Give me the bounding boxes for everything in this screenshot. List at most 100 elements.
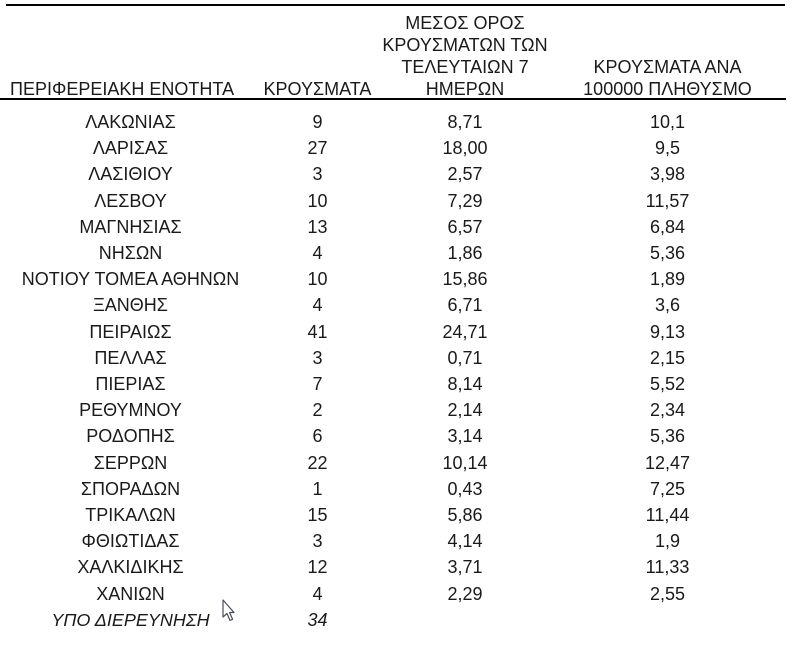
cell-avg-7day: 6,57: [447, 216, 483, 237]
cell-region: ΞΑΝΘΗΣ: [93, 295, 168, 316]
cell-avg-7day: 10,14: [442, 452, 488, 473]
cell-region: ΜΑΓΝΗΣΙΑΣ: [79, 216, 182, 237]
header-cases: ΚΡΟΥΣΜΑΤΑ: [263, 79, 372, 99]
table-row: ΠΕΛΛΑΣ 3 0,71 2,15: [6, 345, 785, 371]
cell-per-100k: 9,13: [649, 321, 686, 342]
cell-region: ΡΟΔΟΠΗΣ: [86, 426, 175, 447]
cell-avg-7day: 8,14: [447, 374, 483, 395]
cell-region: ΧΑΝΙΩΝ: [96, 583, 165, 604]
cell-cases: 34: [307, 609, 328, 630]
cell-region: ΠΙΕΡΙΑΣ: [95, 374, 166, 395]
cell-cases: 41: [307, 321, 328, 342]
cell-cases: 4: [312, 243, 323, 264]
table-row: ΛΕΣΒΟΥ 10 7,29 11,57: [6, 188, 785, 214]
table-row: ΣΠΟΡΑΔΩΝ 1 0,43 7,25: [6, 476, 785, 502]
cell-cases: 4: [312, 583, 323, 604]
table-top-border: [6, 4, 785, 6]
table-body: ΛΑΚΩΝΙΑΣ 9 8,71 10,1 ΛΑΡΙΣΑΣ 27 18,00 9,…: [6, 104, 785, 633]
cell-per-100k: [550, 607, 785, 633]
cell-avg-7day: 5,86: [447, 505, 483, 526]
cell-per-100k: 5,36: [649, 243, 686, 264]
header-row: ΠΕΡΙΦΕΡΕΙΑΚΗ ΕΝΟΤΗΤΑ ΚΡΟΥΣΜΑΤΑ ΜΕΣΟΣ ΟΡΟ…: [6, 4, 785, 104]
cell-per-100k: 9,5: [654, 138, 681, 159]
cell-region: ΣΠΟΡΑΔΩΝ: [80, 478, 181, 499]
cell-per-100k: 2,55: [649, 583, 686, 604]
cell-region: ΧΑΛΚΙΔΙΚΗΣ: [77, 557, 184, 578]
cell-per-100k: 11,57: [645, 190, 690, 211]
table-row: ΝΟΤΙΟΥ ΤΟΜΕΑ ΑΘΗΝΩΝ 10 15,86 1,89: [6, 266, 785, 292]
table-row: ΛΑΡΙΣΑΣ 27 18,00 9,5: [6, 135, 785, 161]
header-separator-line: [0, 98, 786, 100]
cell-avg-7day: 7,29: [447, 190, 483, 211]
cell-region: ΛΑΡΙΣΑΣ: [92, 138, 169, 159]
cell-region: ΛΕΣΒΟΥ: [94, 190, 167, 211]
table-row: ΠΙΕΡΙΑΣ 7 8,14 5,52: [6, 371, 785, 397]
table-row: ΥΠΟ ΔΙΕΡΕΥΝΗΣΗ 34: [6, 607, 785, 633]
cell-region: ΦΘΙΩΤΙΔΑΣ: [81, 531, 180, 552]
cell-region: ΛΑΚΩΝΙΑΣ: [85, 112, 176, 132]
cell-avg-7day: 1,86: [447, 243, 483, 264]
table-row: ΛΑΚΩΝΙΑΣ 9 8,71 10,1: [6, 104, 785, 135]
cell-per-100k: 1,89: [649, 269, 686, 290]
cell-region: ΝΗΣΩΝ: [98, 243, 163, 264]
cell-cases: 2: [312, 400, 323, 421]
header-per-100k: ΚΡΟΥΣΜΑΤΑ ΑΝΑ 100000 ΠΛΗΘΥΣΜΟ: [583, 57, 752, 99]
cell-region: ΠΕΙΡΑΙΩΣ: [89, 321, 172, 342]
cell-avg-7day: 6,71: [447, 295, 483, 316]
cell-per-100k: 2,15: [649, 347, 686, 368]
cell-cases: 10: [307, 190, 328, 211]
cell-avg-7day: 2,14: [447, 400, 483, 421]
cell-avg-7day: 0,71: [447, 347, 483, 368]
cell-per-100k: 11,33: [645, 557, 690, 578]
cell-cases: 15: [307, 505, 328, 526]
cell-avg-7day: 2,57: [447, 164, 483, 185]
table-row: ΦΘΙΩΤΙΔΑΣ 3 4,14 1,9: [6, 528, 785, 554]
cell-avg-7day: 2,29: [447, 583, 483, 604]
cell-per-100k: 1,9: [654, 531, 681, 552]
table-header: ΠΕΡΙΦΕΡΕΙΑΚΗ ΕΝΟΤΗΤΑ ΚΡΟΥΣΜΑΤΑ ΜΕΣΟΣ ΟΡΟ…: [6, 4, 785, 104]
table-row: ΧΑΝΙΩΝ 4 2,29 2,55: [6, 581, 785, 607]
cell-per-100k: 2,34: [649, 400, 686, 421]
cell-avg-7day: 3,14: [447, 426, 483, 447]
cell-region: ΣΕΡΡΩΝ: [93, 452, 168, 473]
table-row: ΡΕΘΥΜΝΟΥ 2 2,14 2,34: [6, 397, 785, 423]
cell-region: ΤΡΙΚΑΛΩΝ: [85, 505, 176, 526]
table-row: ΛΑΣΙΘΙΟΥ 3 2,57 3,98: [6, 161, 785, 187]
table-row: ΡΟΔΟΠΗΣ 6 3,14 5,36: [6, 423, 785, 449]
cell-per-100k: 3,6: [654, 295, 681, 316]
cell-avg-7day: 15,86: [442, 269, 488, 290]
header-avg-7day: ΜΕΣΟΣ ΟΡΟΣ ΚΡΟΥΣΜΑΤΩΝ ΤΩΝ ΤΕΛΕΥΤΑΙΩΝ 7 Η…: [382, 13, 548, 99]
cell-per-100k: 3,98: [649, 164, 686, 185]
table-row: ΣΕΡΡΩΝ 22 10,14 12,47: [6, 450, 785, 476]
cell-region: ΡΕΘΥΜΝΟΥ: [79, 400, 182, 421]
cell-cases: 3: [312, 531, 323, 552]
cell-region: ΥΠΟ ΔΙΕΡΕΥΝΗΣΗ: [51, 609, 210, 630]
cell-region: ΝΟΤΙΟΥ ΤΟΜΕΑ ΑΘΗΝΩΝ: [21, 269, 240, 290]
cell-per-100k: 12,47: [644, 452, 691, 473]
table-row: ΤΡΙΚΑΛΩΝ 15 5,86 11,44: [6, 502, 785, 528]
cell-avg-7day: 18,00: [442, 138, 488, 159]
table-row: ΞΑΝΘΗΣ 4 6,71 3,6: [6, 292, 785, 318]
cell-avg-7day: 3,71: [447, 557, 483, 578]
table-row: ΜΑΓΝΗΣΙΑΣ 13 6,57 6,84: [6, 214, 785, 240]
header-regional-unit: ΠΕΡΙΦΕΡΕΙΑΚΗ ΕΝΟΤΗΤΑ: [10, 79, 235, 99]
cell-cases: 7: [312, 374, 323, 395]
cell-per-100k: 10,1: [649, 112, 686, 132]
cell-cases: 12: [307, 557, 328, 578]
cell-avg-7day: 4,14: [447, 531, 483, 552]
cell-cases: 10: [307, 269, 328, 290]
cell-avg-7day: 0,43: [447, 478, 483, 499]
cell-avg-7day: [380, 607, 550, 633]
cell-region: ΛΑΣΙΘΙΟΥ: [88, 164, 173, 185]
cell-per-100k: 6,84: [649, 216, 686, 237]
regional-cases-table: ΠΕΡΙΦΕΡΕΙΑΚΗ ΕΝΟΤΗΤΑ ΚΡΟΥΣΜΑΤΑ ΜΕΣΟΣ ΟΡΟ…: [6, 4, 785, 633]
cell-cases: 3: [312, 164, 323, 185]
cell-cases: 1: [312, 478, 323, 499]
table-row: ΧΑΛΚΙΔΙΚΗΣ 12 3,71 11,33: [6, 554, 785, 580]
cell-avg-7day: 8,71: [447, 112, 483, 132]
cell-region: ΠΕΛΛΑΣ: [94, 347, 167, 368]
cell-cases: 4: [312, 295, 323, 316]
cell-per-100k: 5,52: [649, 374, 686, 395]
table-row: ΠΕΙΡΑΙΩΣ 41 24,71 9,13: [6, 319, 785, 345]
